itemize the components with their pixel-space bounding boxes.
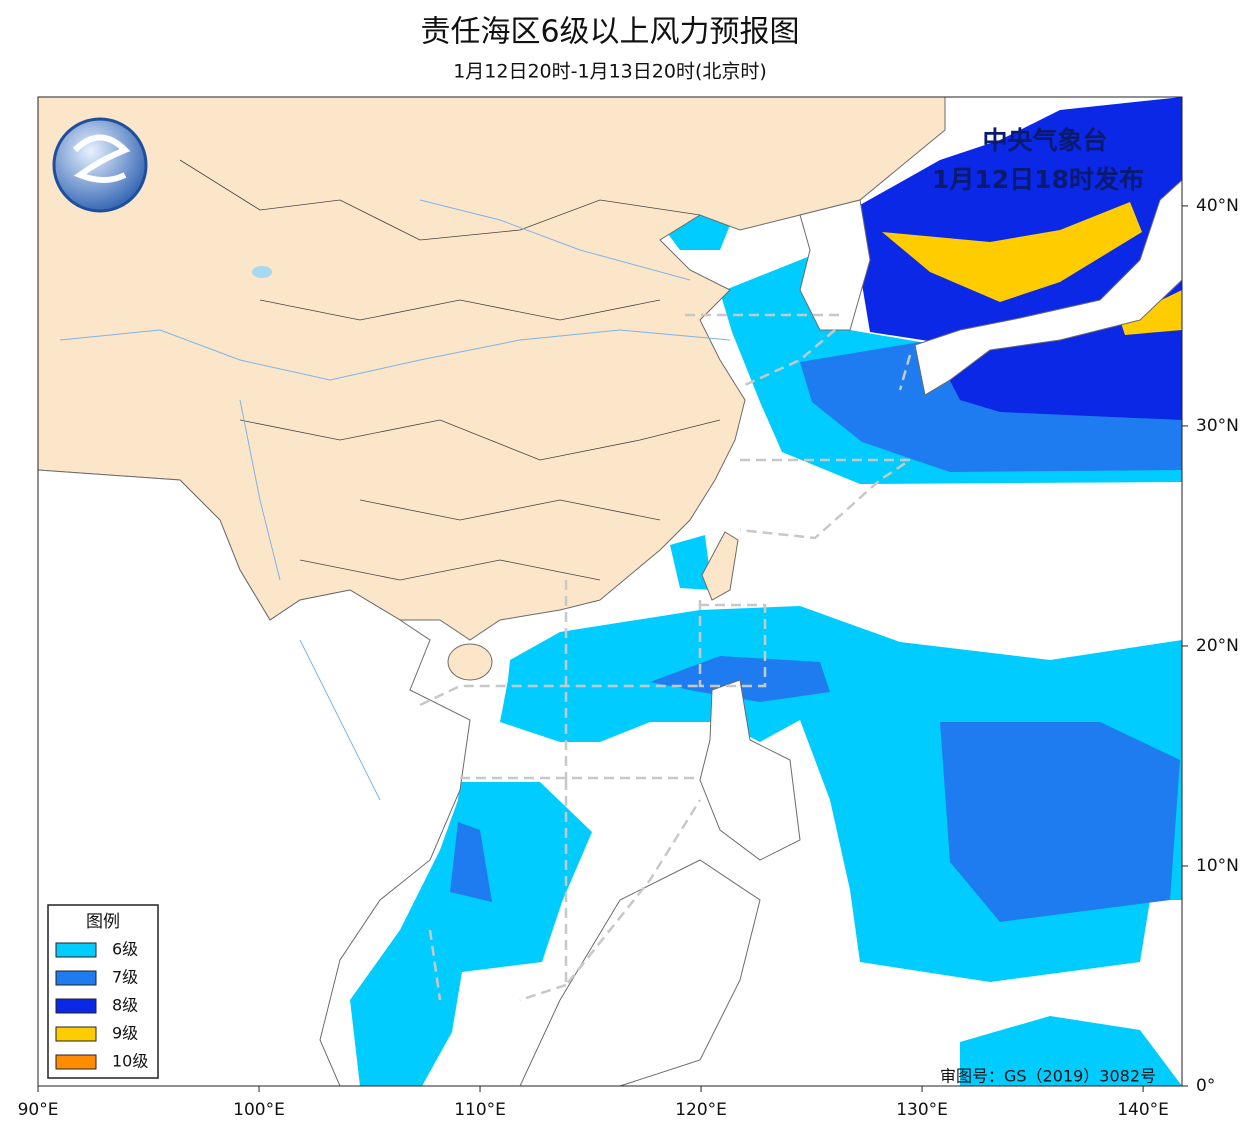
legend-label: 8级 bbox=[112, 996, 138, 1015]
axes: 90°E 100°E 110°E 120°E 130°E 140°E 0° 10°N 20°N 3… bbox=[18, 196, 1239, 1120]
philippines-land bbox=[699, 679, 801, 861]
province-borders bbox=[179, 159, 721, 581]
wind-area bbox=[960, 1016, 1182, 1086]
wind-area bbox=[940, 722, 1180, 922]
title: 责任海区6级以上风力预报图 bbox=[420, 15, 799, 50]
legend-swatch bbox=[55, 970, 97, 986]
borneo-land bbox=[519, 859, 761, 1086]
taiwan-land bbox=[701, 531, 739, 601]
legend-title: 图例 bbox=[86, 912, 120, 932]
legend-label: 10级 bbox=[112, 1052, 148, 1071]
legend-swatch bbox=[55, 998, 97, 1014]
legend-swatch bbox=[55, 1026, 97, 1042]
y-tick-label: 0° bbox=[1196, 1076, 1215, 1096]
wind-area bbox=[650, 656, 830, 702]
rivers bbox=[59, 199, 731, 801]
lake bbox=[252, 266, 272, 278]
x-tick-label: 140°E bbox=[1117, 1100, 1169, 1120]
x-tick-label: 120°E bbox=[675, 1100, 727, 1120]
map-area bbox=[38, 97, 1182, 1086]
subtitle: 1月12日20时-1月13日20时(北京时) bbox=[453, 61, 767, 83]
y-tick-label: 10°N bbox=[1196, 856, 1239, 876]
legend-label: 7级 bbox=[112, 968, 138, 987]
x-tick-label: 130°E bbox=[896, 1100, 948, 1120]
approval-number: 审图号：GS（2019）3082号 bbox=[940, 1067, 1156, 1086]
wind-area bbox=[350, 782, 592, 1086]
publisher: 中央气象台 bbox=[982, 126, 1107, 155]
y-tick-label: 30°N bbox=[1196, 416, 1239, 436]
x-tick-label: 100°E bbox=[233, 1100, 285, 1120]
legend-label: 6级 bbox=[112, 940, 138, 959]
japan-land bbox=[914, 179, 1182, 396]
y-tick-label: 40°N bbox=[1196, 196, 1239, 216]
wind-area bbox=[1120, 290, 1182, 335]
issue-time: 1月12日18时发布 bbox=[932, 165, 1144, 194]
logo-mark bbox=[72, 134, 131, 183]
wind-area bbox=[670, 535, 712, 590]
legend-items: 6级 7级 8级 9级 10级 bbox=[55, 940, 148, 1071]
wind-area bbox=[858, 97, 1182, 352]
wind-area bbox=[930, 300, 1182, 420]
legend-box bbox=[47, 904, 159, 1079]
legend-swatch bbox=[55, 942, 97, 958]
x-tick-label: 90°E bbox=[18, 1100, 59, 1120]
x-tick-label: 110°E bbox=[454, 1100, 506, 1120]
wind-area bbox=[882, 202, 1142, 302]
sea-area-boundaries bbox=[419, 313, 915, 1002]
y-tick-label: 20°N bbox=[1196, 636, 1239, 656]
map-frame bbox=[37, 96, 1183, 1087]
wind-area bbox=[450, 822, 492, 902]
legend-swatch bbox=[55, 1054, 97, 1070]
legend-label: 9级 bbox=[112, 1024, 138, 1043]
hainan-land bbox=[447, 643, 493, 681]
